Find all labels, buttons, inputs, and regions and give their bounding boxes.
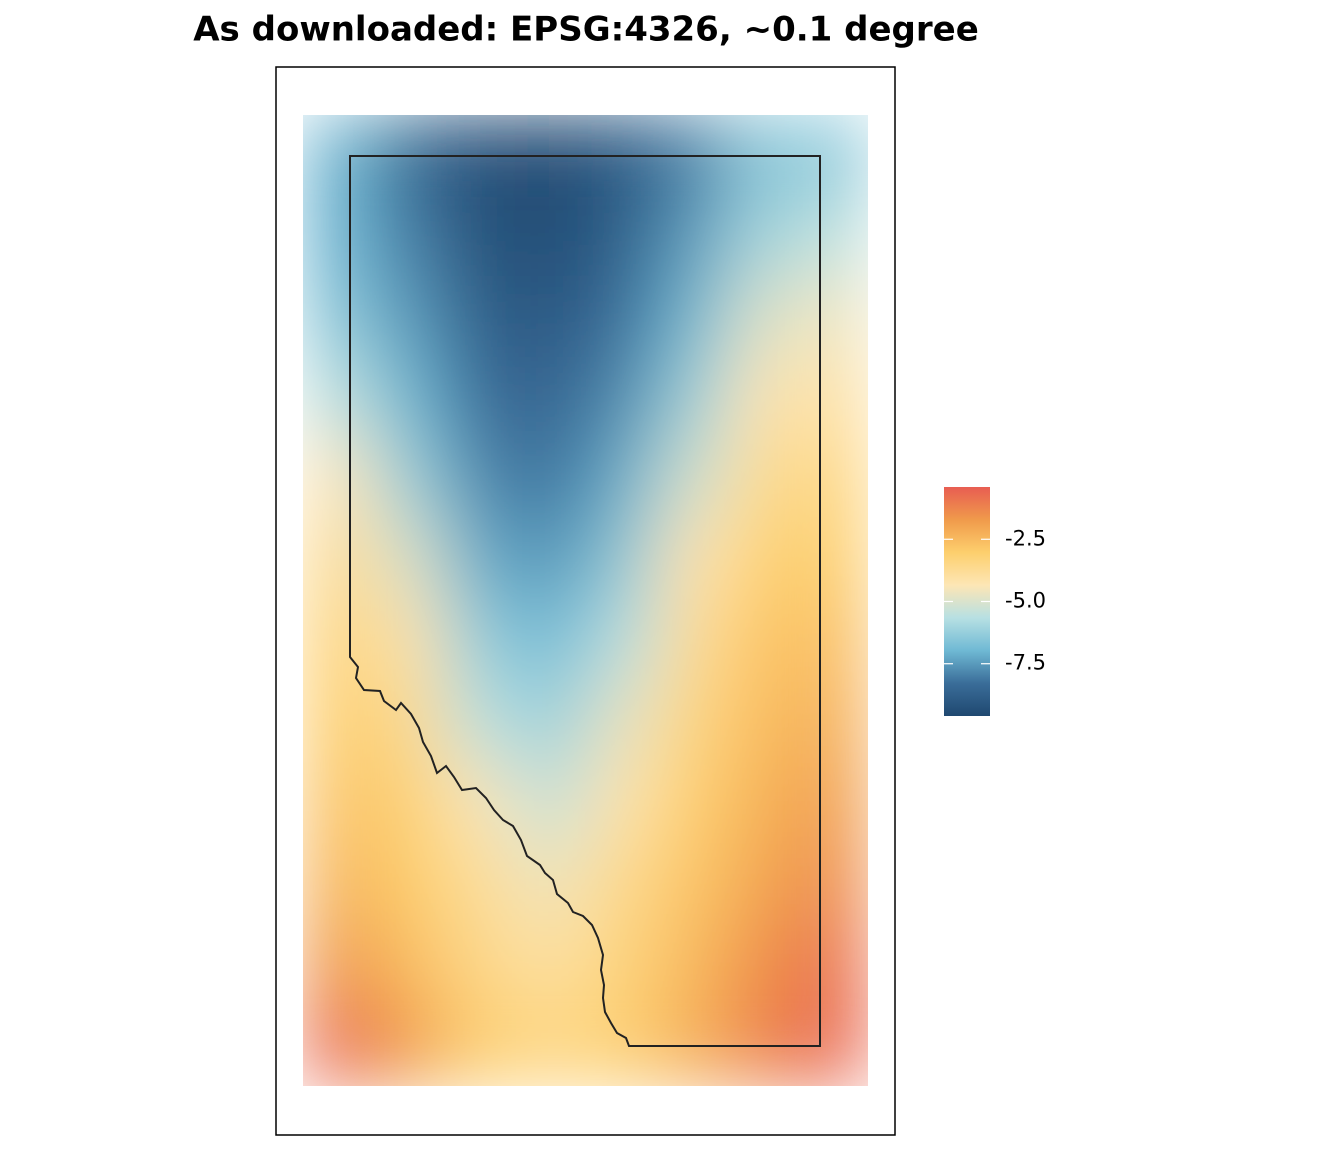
- raster-cell: [797, 762, 868, 844]
- colorbar-tick-label: -2.5: [1005, 526, 1046, 550]
- colorbar-tick-label: -7.5: [1005, 651, 1046, 675]
- raster-cell: [303, 276, 375, 359]
- raster-cell: [585, 357, 657, 440]
- raster-cell: [373, 1005, 445, 1086]
- raster-cell: [585, 843, 657, 925]
- raster-cell: [514, 681, 586, 763]
- raster-cell: [373, 519, 445, 601]
- raster-cell: [373, 681, 445, 763]
- raster-cell: [444, 276, 516, 359]
- raster-cell: [656, 357, 728, 440]
- raster-cell: [797, 195, 868, 278]
- raster-cell: [797, 681, 868, 763]
- raster-cell: [726, 600, 798, 682]
- raster-cell: [514, 438, 586, 521]
- raster-cell: [585, 519, 657, 601]
- raster-cell: [444, 357, 516, 440]
- raster-cell: [656, 843, 728, 925]
- raster-cell: [726, 924, 798, 1006]
- raster-cell: [303, 1005, 375, 1086]
- raster-cell: [303, 762, 375, 844]
- raster-cell: [444, 924, 516, 1006]
- raster-cell: [444, 681, 516, 763]
- raster-cell: [303, 519, 375, 601]
- raster-cell: [797, 438, 868, 521]
- chart-title: As downloaded: EPSG:4326, ~0.1 degree: [193, 10, 979, 50]
- raster-cell: [373, 276, 445, 359]
- raster-cell: [514, 276, 586, 359]
- raster-cell: [514, 1005, 586, 1086]
- raster-cell: [303, 600, 375, 682]
- raster-cell: [656, 600, 728, 682]
- raster-cell: [303, 843, 375, 925]
- raster-cell: [656, 762, 728, 844]
- raster-cell: [656, 438, 728, 521]
- raster-cell: [797, 519, 868, 601]
- colorbar-tick-label: -5.0: [1005, 589, 1046, 613]
- raster-cell: [656, 519, 728, 601]
- raster-cell: [656, 195, 728, 278]
- raster-cell: [797, 843, 868, 925]
- raster-cell: [444, 1005, 516, 1086]
- raster-cell: [514, 519, 586, 601]
- province-outline: [349, 155, 821, 1047]
- panel-border: [275, 66, 896, 1136]
- raster-cell: [797, 924, 868, 1006]
- raster-cell: [585, 438, 657, 521]
- raster-cell: [656, 924, 728, 1006]
- raster-cell: [514, 762, 586, 844]
- raster-cell: [656, 681, 728, 763]
- raster-cell: [303, 924, 375, 1006]
- raster-cell: [514, 195, 586, 278]
- raster-cell: [303, 195, 375, 278]
- raster-cell: [373, 600, 445, 682]
- raster-cell: [444, 519, 516, 601]
- raster-cell: [303, 357, 375, 440]
- raster-cell: [726, 276, 798, 359]
- raster-cell: [373, 762, 445, 844]
- raster-cell: [726, 519, 798, 601]
- raster-cell: [726, 762, 798, 844]
- raster-cell: [373, 195, 445, 278]
- raster-cell: [373, 924, 445, 1006]
- raster-cell: [444, 195, 516, 278]
- raster-cell: [514, 357, 586, 440]
- raster-cell: [726, 843, 798, 925]
- raster-cell: [797, 357, 868, 440]
- raster-cell: [514, 600, 586, 682]
- raster-cell: [585, 195, 657, 278]
- raster-cell: [514, 924, 586, 1006]
- raster-cell: [585, 681, 657, 763]
- raster-cell: [726, 357, 798, 440]
- raster-cell: [726, 438, 798, 521]
- raster: [303, 115, 868, 1086]
- raster-cell: [303, 438, 375, 521]
- raster-cell: [585, 762, 657, 844]
- raster-cell: [656, 276, 728, 359]
- raster-cell: [444, 843, 516, 925]
- raster-cell: [373, 843, 445, 925]
- raster-cell: [373, 357, 445, 440]
- raster-cell: [303, 681, 375, 763]
- raster-cell: [726, 681, 798, 763]
- raster-cell: [444, 762, 516, 844]
- raster-cells: [303, 115, 868, 1086]
- raster-cell: [444, 600, 516, 682]
- raster-cell: [373, 438, 445, 521]
- raster-cell: [585, 276, 657, 359]
- raster-cell: [797, 276, 868, 359]
- raster-cell: [444, 438, 516, 521]
- raster-cell: [726, 195, 798, 278]
- raster-cell: [585, 600, 657, 682]
- raster-cell: [797, 600, 868, 682]
